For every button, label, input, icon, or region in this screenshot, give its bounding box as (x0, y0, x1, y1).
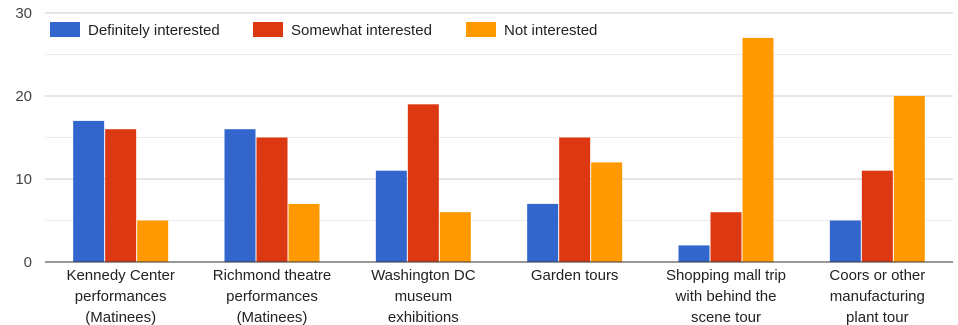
y-tick-labels: 0 10 20 30 (15, 5, 32, 271)
legend-swatch (466, 22, 496, 37)
bar[interactable] (105, 129, 137, 262)
y-tick-label: 0 (24, 254, 32, 271)
legend-label: Not interested (504, 22, 597, 39)
bar[interactable] (137, 220, 169, 263)
category-label: with behind the (675, 288, 777, 305)
grid-layer (45, 12, 953, 263)
y-tick-label: 30 (15, 5, 32, 22)
category-label: museum (395, 288, 453, 305)
category-labels: Kennedy Center performances (Matinees) Rich… (66, 267, 925, 325)
bar[interactable] (288, 203, 320, 262)
category-label: (Matinees) (237, 309, 308, 325)
bar[interactable] (407, 104, 439, 262)
bar[interactable] (710, 212, 742, 262)
y-tick-label: 10 (15, 171, 32, 188)
category-label: Kennedy Center (66, 267, 174, 284)
bar[interactable] (224, 129, 256, 262)
category-label: plant tour (846, 309, 909, 325)
bar[interactable] (439, 212, 471, 262)
bar[interactable] (73, 120, 105, 263)
category-label: (Matinees) (85, 309, 156, 325)
bar[interactable] (678, 245, 710, 262)
bars-layer (45, 37, 953, 263)
category-label: performances (226, 288, 318, 305)
legend-label: Somewhat interested (291, 22, 432, 39)
bar[interactable] (829, 220, 861, 263)
bar[interactable] (527, 203, 559, 262)
category-label: scene tour (691, 309, 761, 325)
category-label: exhibitions (388, 309, 459, 325)
bar[interactable] (742, 37, 774, 263)
category-label: Garden tours (531, 267, 619, 284)
bar[interactable] (375, 170, 407, 262)
category-label: manufacturing (830, 288, 925, 305)
bar[interactable] (861, 170, 893, 262)
bar[interactable] (256, 137, 288, 263)
bar[interactable] (893, 96, 925, 262)
bar[interactable] (559, 137, 591, 263)
category-label: Shopping mall trip (666, 267, 786, 284)
category-label: Coors or other (829, 267, 925, 284)
category-label: Washington DC (371, 267, 476, 284)
y-tick-label: 20 (15, 88, 32, 105)
legend-swatch (50, 22, 80, 37)
legend-label: Definitely interested (88, 22, 220, 39)
bar[interactable] (591, 162, 623, 262)
legend: Definitely interested Somewhat interested… (50, 22, 597, 39)
category-label: Richmond theatre (213, 267, 331, 284)
legend-swatch (253, 22, 283, 37)
category-label: performances (75, 288, 167, 305)
